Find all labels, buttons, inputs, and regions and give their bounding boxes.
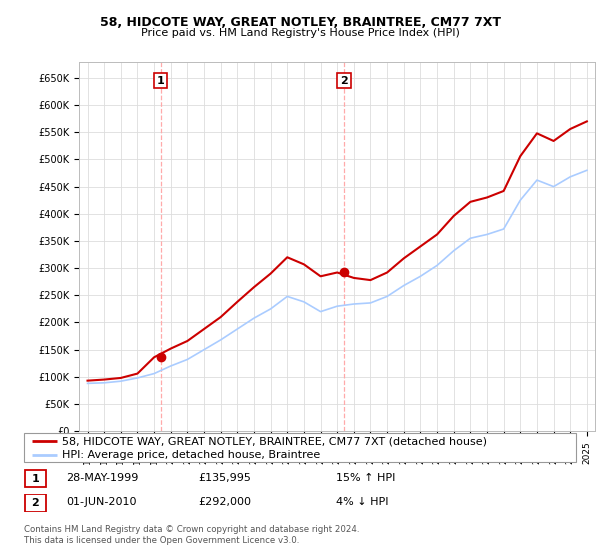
Text: 4% ↓ HPI: 4% ↓ HPI [336, 497, 389, 507]
Text: 1: 1 [157, 76, 164, 86]
Text: 1: 1 [32, 474, 39, 483]
Text: 01-JUN-2010: 01-JUN-2010 [66, 497, 137, 507]
Text: 2: 2 [340, 76, 348, 86]
Text: 58, HIDCOTE WAY, GREAT NOTLEY, BRAINTREE, CM77 7XT: 58, HIDCOTE WAY, GREAT NOTLEY, BRAINTREE… [100, 16, 500, 29]
Text: HPI: Average price, detached house, Braintree: HPI: Average price, detached house, Brai… [62, 450, 320, 460]
Text: Price paid vs. HM Land Registry's House Price Index (HPI): Price paid vs. HM Land Registry's House … [140, 28, 460, 38]
Text: 58, HIDCOTE WAY, GREAT NOTLEY, BRAINTREE, CM77 7XT (detached house): 58, HIDCOTE WAY, GREAT NOTLEY, BRAINTREE… [62, 436, 487, 446]
Text: 28-MAY-1999: 28-MAY-1999 [66, 473, 139, 483]
Text: 15% ↑ HPI: 15% ↑ HPI [336, 473, 395, 483]
FancyBboxPatch shape [25, 494, 46, 512]
Text: £292,000: £292,000 [198, 497, 251, 507]
Text: Contains HM Land Registry data © Crown copyright and database right 2024.
This d: Contains HM Land Registry data © Crown c… [24, 525, 359, 545]
FancyBboxPatch shape [25, 470, 46, 487]
Text: £135,995: £135,995 [198, 473, 251, 483]
Text: 2: 2 [32, 498, 39, 508]
FancyBboxPatch shape [24, 433, 576, 462]
